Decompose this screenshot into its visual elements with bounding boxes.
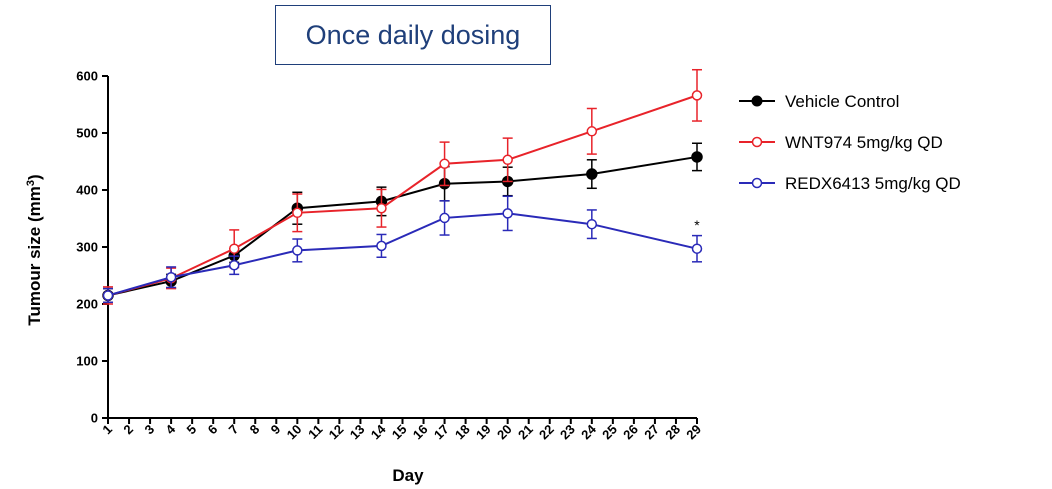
x-tick-label: 28 xyxy=(662,422,683,443)
chart-title: Once daily dosing xyxy=(275,5,551,65)
x-tick-label: 20 xyxy=(494,422,515,443)
data-point xyxy=(376,202,387,214)
data-point xyxy=(439,212,450,224)
data-point xyxy=(376,240,387,252)
data-point xyxy=(502,208,513,219)
y-tick-label: 0 xyxy=(91,411,98,426)
x-tick-label: 18 xyxy=(452,422,473,443)
x-tick-label: 25 xyxy=(599,422,620,443)
series-line xyxy=(107,212,698,297)
data-point xyxy=(586,126,598,137)
series-1 xyxy=(102,142,703,304)
y-tick-label: 200 xyxy=(76,297,98,312)
series-line xyxy=(107,155,698,297)
data-point xyxy=(228,243,240,254)
x-axis-title: Day xyxy=(392,466,424,485)
legend-marker xyxy=(751,95,763,107)
data-point xyxy=(439,158,450,170)
data-point xyxy=(586,218,598,230)
x-tick-label: 12 xyxy=(326,422,347,443)
y-tick-label: 600 xyxy=(76,69,98,84)
series-3 xyxy=(102,195,703,304)
data-point xyxy=(691,151,703,163)
y-tick-label: 100 xyxy=(76,354,98,369)
legend: Vehicle Control WNT974 5mg/kg QD REDX6413 … xyxy=(739,92,961,193)
x-tick-label: 16 xyxy=(410,422,431,443)
x-tick-label: 14 xyxy=(368,421,389,442)
legend-item-1: Vehicle Control xyxy=(739,92,899,111)
x-tick-label: 24 xyxy=(578,421,599,442)
x-tick-label: 27 xyxy=(641,422,662,443)
y-axis-title: Tumour size (mm3) xyxy=(25,174,44,325)
data-point xyxy=(292,245,303,256)
x-tick-label: 15 xyxy=(389,422,410,443)
x-tick-label: 10 xyxy=(284,422,305,443)
data-point xyxy=(586,168,598,180)
data-point xyxy=(228,259,240,271)
y-tick-label: 400 xyxy=(76,183,98,198)
legend-marker xyxy=(751,177,763,189)
data-point xyxy=(292,207,303,219)
data-point xyxy=(691,243,703,254)
data-point xyxy=(502,154,513,166)
x-tick-label: 26 xyxy=(620,422,641,443)
x-tick-label: 23 xyxy=(557,422,578,443)
legend-marker xyxy=(751,136,763,148)
data-point xyxy=(691,90,703,101)
plot-area: * xyxy=(102,68,703,305)
legend-item-2: WNT974 5mg/kg QD xyxy=(739,133,943,152)
x-tick-label: 22 xyxy=(536,422,557,443)
data-point xyxy=(165,271,177,283)
legend-label: Vehicle Control xyxy=(785,92,899,111)
x-tick-label: 11 xyxy=(305,422,325,442)
x-tick-label: 19 xyxy=(473,422,494,443)
x-tick-label: 13 xyxy=(347,422,368,443)
legend-label: WNT974 5mg/kg QD xyxy=(785,133,943,152)
series-2 xyxy=(102,68,703,305)
data-point xyxy=(102,290,114,301)
legend-item-3: REDX6413 5mg/kg QD xyxy=(739,174,961,193)
x-tick-label: 29 xyxy=(683,422,704,443)
y-tick-label: 300 xyxy=(76,240,98,255)
significance-annotation: * xyxy=(694,217,700,233)
x-tick-label: 17 xyxy=(431,422,452,443)
legend-label: REDX6413 5mg/kg QD xyxy=(785,174,961,193)
x-tick-label: 21 xyxy=(515,422,536,443)
y-tick-label: 500 xyxy=(76,126,98,141)
